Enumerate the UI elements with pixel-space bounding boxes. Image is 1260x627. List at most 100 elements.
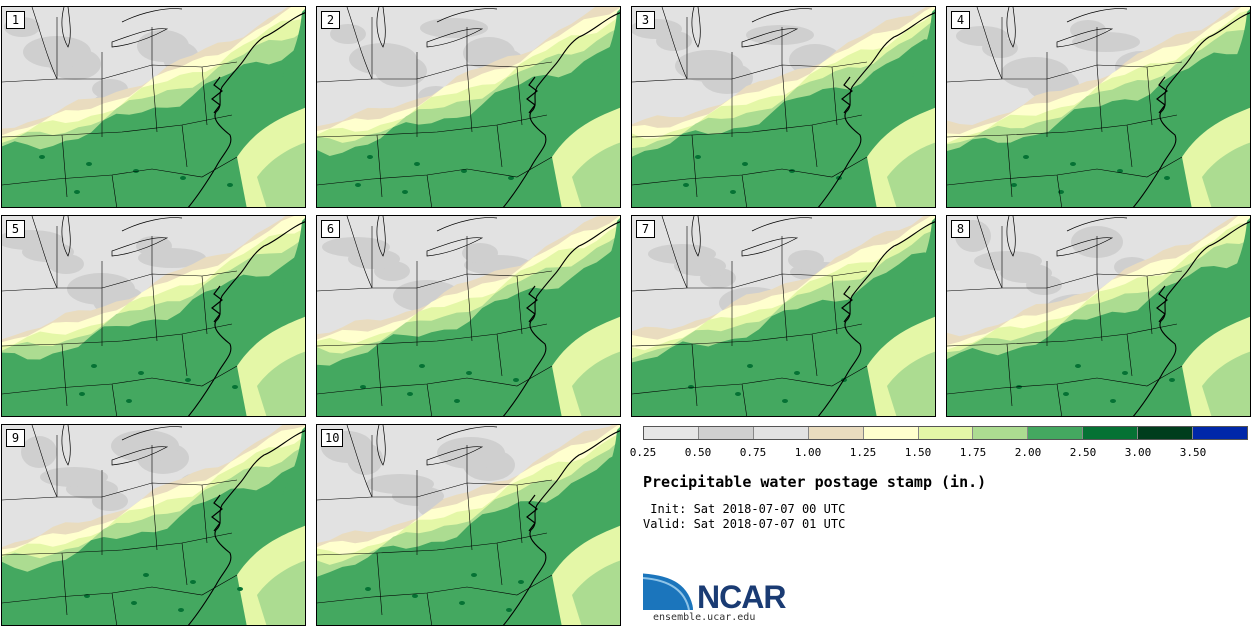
- state-boundary: [31, 216, 188, 377]
- dark-speck: [412, 594, 418, 598]
- member-panel-6[interactable]: 6: [316, 215, 621, 417]
- chesapeake-bay: [526, 494, 538, 532]
- dark-speck: [133, 169, 139, 173]
- state-boundary: [2, 270, 238, 292]
- member-panel-4[interactable]: 4: [946, 6, 1251, 208]
- legend-swatch: [808, 427, 864, 439]
- pw-map-4: [947, 7, 1250, 207]
- gray-patch: [137, 30, 189, 62]
- init-time: Init: Sat 2018-07-07 00 UTC: [643, 502, 846, 516]
- state-boundary: [346, 216, 503, 377]
- coastline: [187, 221, 305, 416]
- lake-michigan: [376, 425, 386, 466]
- member-number-9: 9: [6, 429, 25, 447]
- lake-erie: [741, 237, 799, 257]
- legend-tick-label: 1.50: [904, 446, 932, 459]
- legend-swatch: [918, 427, 974, 439]
- member-panel-8[interactable]: 8: [946, 215, 1251, 417]
- member-number-6: 6: [321, 220, 340, 238]
- pw-map-3: [632, 7, 935, 207]
- gray-patch: [675, 50, 743, 82]
- coastline: [187, 12, 305, 207]
- state-boundary: [317, 61, 553, 83]
- state-boundary: [317, 574, 553, 604]
- member-panel-9[interactable]: 9: [1, 424, 306, 626]
- state-boundary: [632, 323, 863, 347]
- state-boundary: [371, 226, 473, 346]
- legend-tick-label: 2.00: [1014, 446, 1042, 459]
- lake-michigan: [376, 216, 386, 257]
- valid-time: Valid: Sat 2018-07-07 01 UTC: [643, 517, 846, 531]
- state-boundary: [691, 275, 838, 416]
- member-panel-7[interactable]: 7: [631, 215, 936, 417]
- state-boundary: [376, 66, 523, 207]
- coastline: [1132, 221, 1250, 416]
- state-boundary: [61, 275, 208, 416]
- pw-map-9: [2, 425, 305, 625]
- dark-speck: [1011, 183, 1017, 187]
- state-boundary: [2, 156, 238, 186]
- lake-ontario: [1066, 8, 1128, 23]
- pw-map-7: [632, 216, 935, 416]
- dark-speck: [79, 392, 85, 396]
- lake-michigan: [61, 216, 71, 257]
- lake-erie: [426, 28, 484, 48]
- state-boundary: [2, 114, 233, 138]
- pw-map-2: [317, 7, 620, 207]
- dark-speck: [688, 385, 694, 389]
- dark-speck: [414, 162, 420, 166]
- dark-speck: [131, 601, 137, 605]
- gray-patch: [420, 18, 488, 38]
- dark-speck: [180, 176, 186, 180]
- ne-moist: [1227, 9, 1250, 77]
- band-250: [2, 252, 305, 416]
- legend-tick-label: 0.75: [739, 446, 767, 459]
- member-panel-2[interactable]: 2: [316, 6, 621, 208]
- dark-speck: [1075, 364, 1081, 368]
- dark-speck: [232, 385, 238, 389]
- lake-ontario: [121, 8, 183, 23]
- member-panel-3[interactable]: 3: [631, 6, 936, 208]
- ncar-logo-icon: [643, 570, 697, 611]
- legend-swatch: [753, 427, 809, 439]
- lake-erie: [426, 446, 484, 466]
- band-250: [2, 44, 305, 207]
- state-boundary: [346, 425, 503, 586]
- ocean-moist-2: [887, 142, 935, 207]
- pw-map-5: [2, 216, 305, 416]
- gray-patch: [111, 430, 179, 462]
- ocean-moist-2: [887, 351, 935, 416]
- state-boundary: [2, 365, 238, 395]
- dark-speck: [782, 399, 788, 403]
- band-250: [317, 37, 620, 207]
- ocean-moist-2: [572, 351, 620, 416]
- ocean-moist-2: [572, 142, 620, 207]
- member-number-7: 7: [636, 220, 655, 238]
- lake-erie: [111, 446, 169, 466]
- dark-speck: [518, 580, 524, 584]
- state-boundary: [632, 156, 868, 186]
- dark-speck: [237, 587, 243, 591]
- dark-speck: [1164, 176, 1170, 180]
- pw-map-1: [2, 7, 305, 207]
- state-boundary: [317, 270, 553, 292]
- lake-ontario: [751, 8, 813, 23]
- dark-speck: [355, 183, 361, 187]
- lake-michigan: [1006, 216, 1016, 257]
- state-boundary: [947, 323, 1178, 347]
- ne-moist: [282, 427, 305, 495]
- chesapeake-bay: [211, 494, 223, 532]
- coastline: [502, 221, 620, 416]
- chesapeake-bay: [1156, 285, 1168, 323]
- member-panel-10[interactable]: 10: [316, 424, 621, 626]
- dark-speck: [138, 371, 144, 375]
- lake-ontario: [751, 217, 813, 232]
- state-boundary: [2, 532, 233, 556]
- member-panel-1[interactable]: 1: [1, 6, 306, 208]
- dark-speck: [1063, 392, 1069, 396]
- band-250: [632, 39, 935, 207]
- legend-swatch: [863, 427, 919, 439]
- ocean-moist-2: [1202, 351, 1250, 416]
- dark-speck: [178, 608, 184, 612]
- member-panel-5[interactable]: 5: [1, 215, 306, 417]
